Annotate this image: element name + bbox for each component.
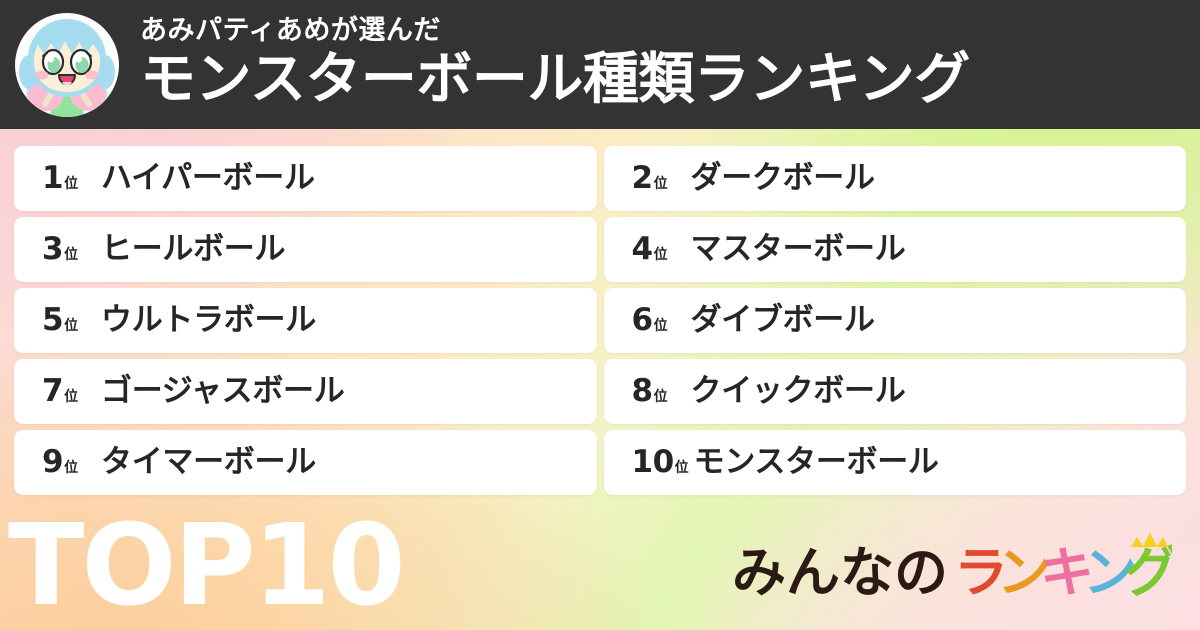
rank-card[interactable]: 2 位ダークボール bbox=[603, 146, 1186, 211]
rank-number: 3 bbox=[42, 231, 64, 267]
character-avatar-icon bbox=[15, 12, 119, 117]
crown-icon bbox=[1131, 533, 1168, 547]
brand-letter-ki: キ bbox=[1040, 541, 1094, 604]
rank-number: 8 bbox=[631, 373, 654, 409]
rank-item-label: クイックボール bbox=[690, 373, 906, 409]
rank-suffix: 位 bbox=[653, 247, 668, 263]
rank-suffix: 位 bbox=[64, 247, 79, 263]
header-subtitle: あみパティあめが選んだ bbox=[140, 15, 441, 47]
rank-item-label: ダークボール bbox=[690, 160, 876, 196]
rank-suffix: 位 bbox=[64, 460, 79, 476]
rank-number: 5 bbox=[42, 302, 64, 338]
rank-suffix: 位 bbox=[674, 460, 689, 476]
rank-item-label: モンスターボール bbox=[693, 444, 939, 480]
rank-position: 10 位 bbox=[632, 447, 689, 478]
rank-item-label: タイマーボール bbox=[101, 444, 316, 480]
rank-item-label: マスターボール bbox=[690, 231, 906, 267]
rank-number: 1 bbox=[42, 160, 64, 196]
rank-suffix: 位 bbox=[653, 176, 668, 192]
rank-item-label: ウルトラボール bbox=[101, 302, 316, 338]
rank-item-label: ハイパーボール bbox=[101, 160, 315, 196]
brand-letter-ra: ラ bbox=[954, 541, 1008, 604]
rank-suffix: 位 bbox=[653, 318, 668, 334]
brand-dark-text: みんなの bbox=[732, 541, 948, 604]
rank-card[interactable]: 4 位マスターボール bbox=[603, 217, 1186, 282]
rank-suffix: 位 bbox=[64, 389, 79, 405]
page-header: あみパティあめが選んだ モンスターボール種類ランキング bbox=[0, 0, 1200, 129]
rank-number: 4 bbox=[631, 231, 654, 267]
rank-card[interactable]: 8 位クイックボール bbox=[603, 359, 1186, 424]
ranking-list: 1 位ハイパーボール 2 位ダークボール 3 位ヒールボール 4 位マスターボール 5 位ウルトラ… bbox=[14, 146, 1186, 495]
rank-card[interactable]: 7 位ゴージャスボール bbox=[14, 359, 597, 424]
header-text-block: あみパティあめが選んだ モンスターボール種類ランキング bbox=[140, 17, 970, 111]
rank-number: 7 bbox=[42, 373, 64, 409]
brand-logo[interactable]: みんなの ラ ン キ ン グ bbox=[732, 529, 1172, 615]
rank-number: 2 bbox=[631, 160, 654, 196]
rank-item-label: ゴージャスボール bbox=[101, 373, 345, 409]
rank-suffix: 位 bbox=[64, 176, 79, 192]
brand-letter-n1: ン bbox=[997, 541, 1051, 604]
rank-number: 9 bbox=[42, 444, 64, 480]
rank-number: 6 bbox=[631, 302, 654, 338]
rank-number: 10 bbox=[631, 444, 675, 480]
content-area: 1 位ハイパーボール 2 位ダークボール 3 位ヒールボール 4 位マスターボール 5 位ウルトラ… bbox=[0, 129, 1200, 630]
rank-card[interactable]: 5 位ウルトラボール bbox=[14, 288, 597, 353]
rank-card[interactable]: 6 位ダイブボール bbox=[603, 288, 1186, 353]
rank-suffix: 位 bbox=[64, 318, 79, 334]
avatar bbox=[14, 12, 120, 118]
brand-letter-gu: グ bbox=[1124, 541, 1172, 604]
minna-no-ranking-logo-icon: みんなの ラ ン キ ン グ bbox=[732, 533, 1172, 604]
rank-item-label: ダイブボール bbox=[690, 302, 876, 338]
rank-card[interactable]: 1 位ハイパーボール bbox=[14, 146, 597, 211]
rank-suffix: 位 bbox=[653, 389, 668, 405]
rank-item-label: ヒールボール bbox=[101, 231, 286, 267]
rank-card[interactable]: 9 位タイマーボール bbox=[14, 430, 597, 495]
page-title: モンスターボール種類ランキング bbox=[140, 46, 970, 112]
top10-label: TOP10 bbox=[8, 501, 406, 630]
rank-card[interactable]: 3 位ヒールボール bbox=[14, 217, 597, 282]
brand-letter-n2: ン bbox=[1083, 541, 1137, 604]
rank-card[interactable]: 10 位モンスターボール bbox=[603, 430, 1186, 495]
